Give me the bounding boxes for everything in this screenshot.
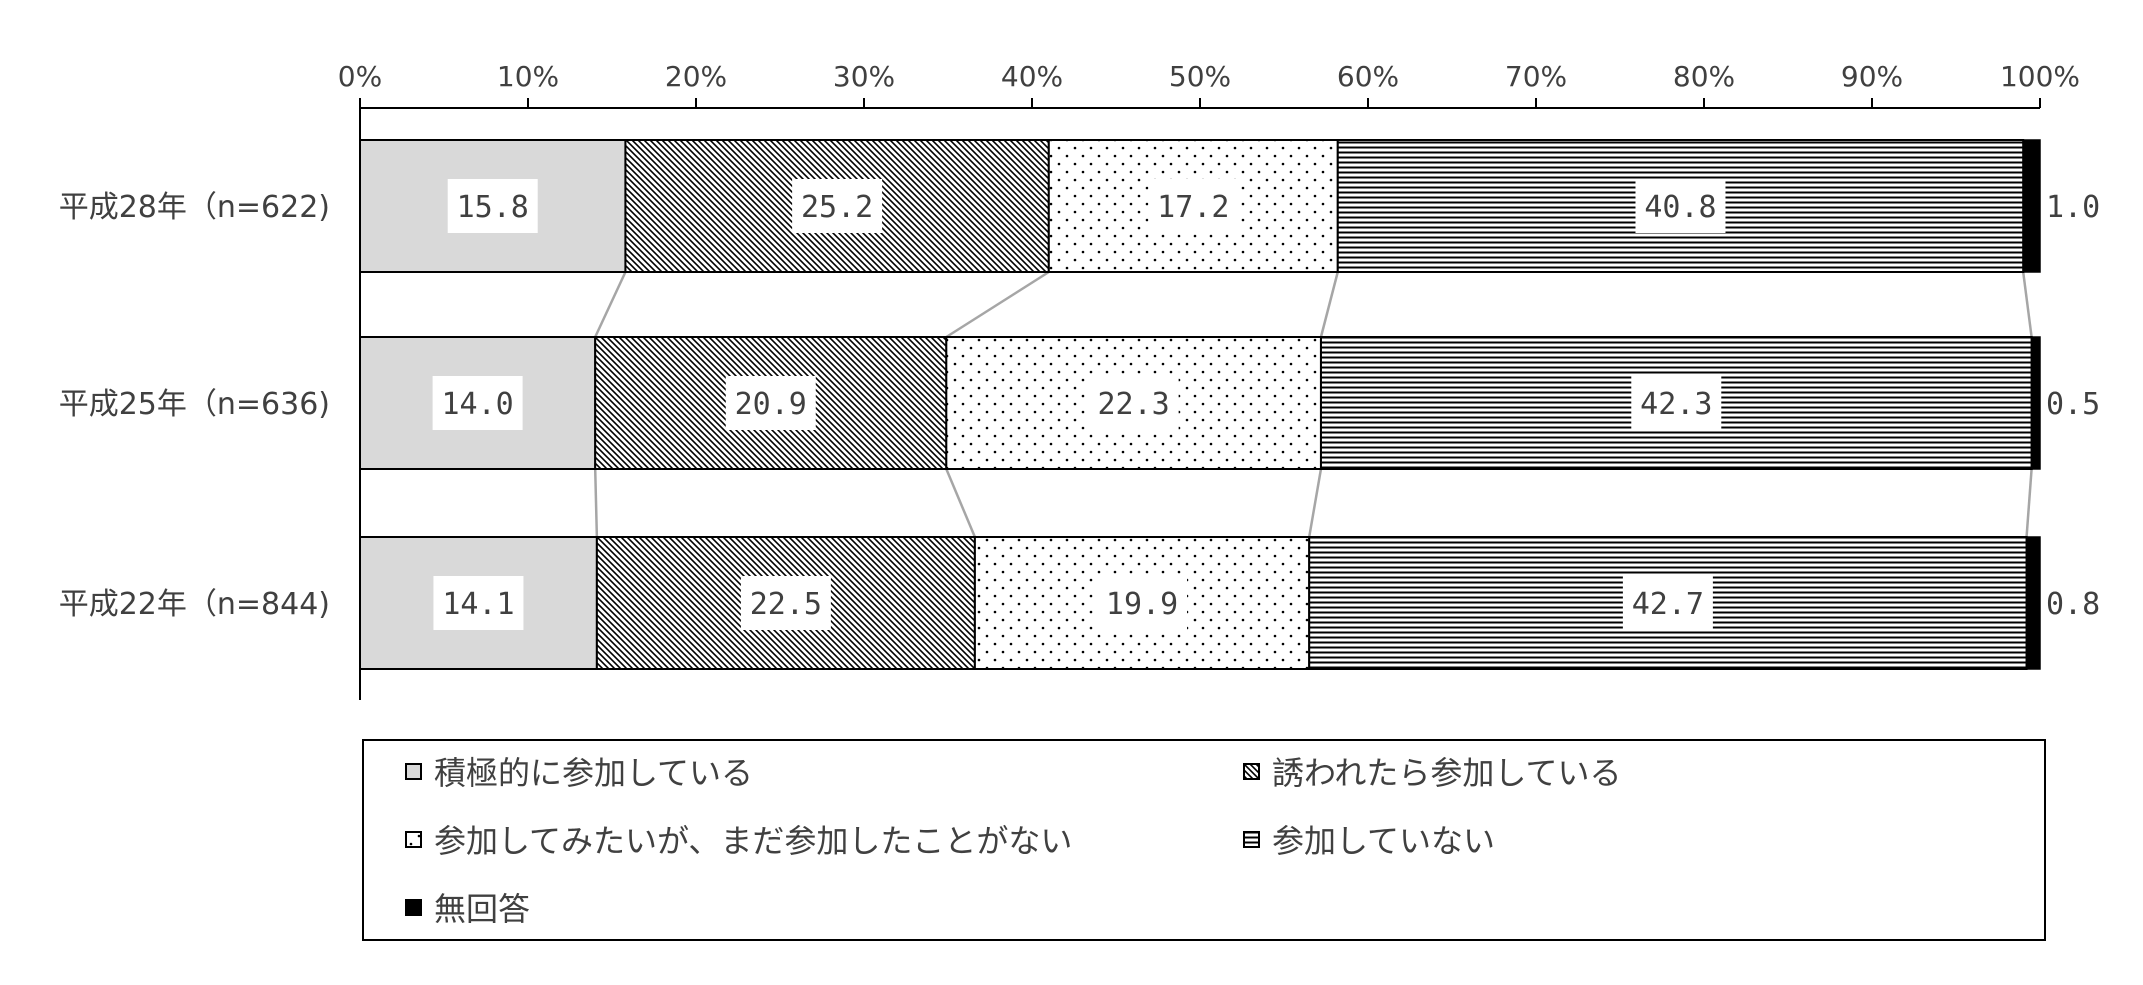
bars: 15.8 25.2 17.2 40.8 1.0 14.0 20.9 22.3 42.3 0.5 14…: [359, 139, 2100, 670]
data-label-bg: [1631, 376, 1722, 430]
data-label-bg: [1148, 179, 1239, 233]
bar-s4-row0: [2022, 139, 2041, 273]
x-tick-label: 40%: [1001, 60, 1063, 93]
data-label-bg: [792, 179, 883, 233]
data-label-bg: [1622, 576, 1713, 630]
x-tick-label: 80%: [1673, 60, 1735, 93]
legend-label: 誘われたら参加している: [1272, 754, 1621, 792]
data-label: 17.2: [1157, 190, 1229, 225]
series-line: [1319, 271, 1339, 338]
series-line: [2021, 271, 2033, 338]
series-lines: [593, 270, 2033, 538]
data-label: 25.2: [801, 190, 873, 225]
legend: 積極的に参加している 誘われたら参加している参加してみたいが、まだ参加したことがな…: [362, 739, 2046, 941]
bar-s4-row1: [2030, 336, 2041, 470]
data-label: 42.7: [1632, 587, 1704, 622]
x-tick-label: 0%: [338, 60, 382, 93]
x-tick-label: 10%: [497, 60, 559, 93]
data-label: 22.3: [1098, 387, 1170, 422]
x-tick-label: 20%: [665, 60, 727, 93]
data-label: 40.8: [1644, 190, 1716, 225]
bar-s4-row2: [2025, 536, 2041, 670]
x-axis: 0% 10% 20% 30% 40% 50% 60% 70% 80% 90% 100%: [338, 60, 2080, 700]
x-tick-label: 100%: [2000, 60, 2080, 93]
category-label: 平成25年（n=636): [59, 387, 330, 422]
x-tick-label: 90%: [1841, 60, 1903, 93]
data-label-bg: [1635, 179, 1726, 233]
data-label-bg: [432, 376, 523, 430]
data-label-no-answer: 0.5: [2046, 387, 2100, 422]
data-label: 42.3: [1640, 387, 1712, 422]
legend-label: 積極的に参加している: [434, 754, 753, 792]
series-line: [945, 270, 1050, 339]
x-tick-label: 50%: [1169, 60, 1231, 93]
data-label-bg: [725, 376, 816, 430]
series-line: [594, 271, 627, 338]
legend-box: [362, 739, 2046, 941]
legend-label: 無回答: [434, 890, 530, 928]
bar-s2-row2: [973, 536, 1311, 670]
legend-label: 参加してみたいが、まだ参加したことがない: [434, 822, 1072, 860]
data-label-bg: [740, 576, 831, 630]
data-label: 19.9: [1106, 587, 1178, 622]
data-label: 15.8: [457, 190, 529, 225]
data-label: 22.5: [750, 587, 822, 622]
data-label-no-answer: 1.0: [2046, 190, 2100, 225]
x-tick-label: 30%: [833, 60, 895, 93]
legend-swatch: [1243, 763, 1260, 780]
series-line: [945, 468, 977, 538]
legend-swatch: [405, 831, 422, 848]
data-label-bg: [1097, 576, 1188, 630]
y-axis: 平成28年（n=622) 平成25年（n=636) 平成22年（n=844): [59, 190, 330, 622]
category-label: 平成22年（n=844): [59, 587, 330, 622]
legend-swatch: [405, 899, 422, 916]
series-line: [2025, 468, 2033, 538]
x-tick-label: 70%: [1505, 60, 1567, 93]
data-label: 20.9: [735, 387, 807, 422]
legend-label: 参加していない: [1272, 822, 1495, 860]
data-label: 14.0: [441, 387, 513, 422]
category-label: 平成28年（n=622): [59, 190, 330, 225]
series-line: [1307, 468, 1323, 538]
series-line: [593, 468, 599, 538]
data-label-bg: [433, 576, 524, 630]
data-label-bg: [1088, 376, 1179, 430]
x-tick-label: 60%: [1337, 60, 1399, 93]
data-label-no-answer: 0.8: [2046, 587, 2100, 622]
legend-swatch: [1243, 831, 1260, 848]
legend-swatch: [405, 763, 422, 780]
data-label: 14.1: [442, 587, 514, 622]
data-label-bg: [447, 179, 538, 233]
